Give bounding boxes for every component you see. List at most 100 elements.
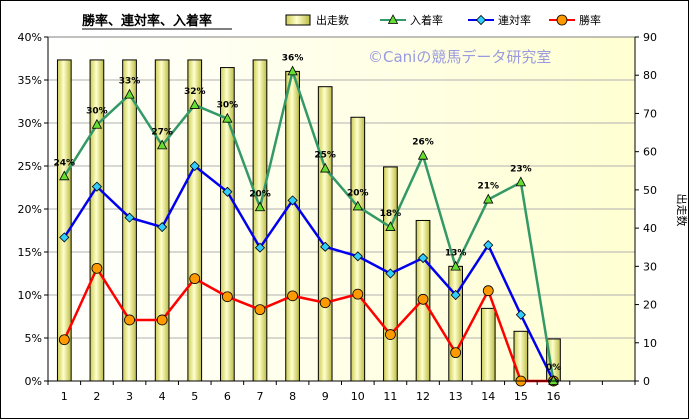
bar	[317, 86, 333, 382]
y2-tick-label: 0	[643, 375, 650, 388]
diamond-marker	[157, 221, 168, 233]
triangle-marker	[124, 88, 135, 99]
circle-marker	[58, 334, 70, 346]
y-tick-label: 10%	[18, 289, 42, 302]
series-line	[63, 164, 555, 382]
triangle-marker	[387, 14, 399, 24]
diamond-marker	[59, 232, 70, 243]
line-series	[58, 65, 559, 387]
circle-marker	[221, 291, 233, 303]
y2-tick-label: 70	[643, 107, 657, 120]
x-tick-label: 9	[322, 390, 329, 403]
y2-axis-label: 出走数	[675, 194, 689, 227]
data-label: 25%	[314, 151, 336, 161]
legend-item: 出走数	[285, 13, 349, 27]
legend-label: 出走数	[316, 13, 349, 27]
x-tick-label: 8	[289, 390, 296, 403]
diamond-marker	[189, 160, 200, 172]
diamond-marker	[385, 268, 396, 279]
bar	[285, 70, 300, 382]
x-tick-label: 10	[351, 390, 365, 403]
triangle-marker	[59, 170, 70, 181]
diamond-marker	[222, 186, 233, 197]
series-line	[63, 265, 554, 383]
x-tick-label: 1	[61, 390, 68, 403]
triangle-marker	[548, 375, 559, 385]
circle-marker	[352, 288, 364, 300]
data-label: 18%	[380, 209, 402, 219]
triangle-marker	[515, 176, 527, 187]
y-axis-right: 0 10 20 30 40 50 60 70 80 90	[634, 31, 657, 388]
y-axis-left: 0% 5% 10% 15% 20% 25% 30% 35% 40%	[18, 31, 49, 388]
x-tick-label: 15	[514, 390, 528, 403]
diamond-marker	[320, 241, 331, 252]
series-line	[63, 66, 555, 382]
diamond-marker	[483, 240, 494, 251]
circle-marker	[124, 314, 135, 326]
data-label: 21%	[477, 182, 499, 192]
x-tick-label: 14	[481, 390, 495, 403]
triangle-marker	[320, 162, 331, 173]
legend-swatch	[285, 14, 311, 26]
circle-marker	[482, 285, 494, 297]
legend-label: 連対率	[498, 13, 531, 27]
circle-marker	[91, 262, 103, 274]
circle-marker	[417, 293, 429, 305]
diamond-marker	[287, 195, 298, 206]
data-label: 0%	[546, 363, 561, 373]
triangle-marker	[385, 221, 396, 231]
circle-marker	[287, 290, 298, 302]
data-label: 27%	[151, 127, 173, 137]
legend-label: 入着率	[410, 13, 443, 27]
bar	[56, 59, 72, 382]
y2-tick-label: 80	[643, 69, 657, 82]
data-label: 20%	[249, 189, 271, 199]
data-label: 33%	[119, 77, 141, 87]
y2-tick-label: 90	[643, 31, 657, 44]
legend-item: 連対率	[468, 13, 531, 27]
y2-tick-label: 50	[643, 184, 657, 197]
triangle-marker	[287, 65, 298, 76]
x-tick-label: 6	[224, 390, 231, 403]
bar	[513, 330, 529, 382]
chart-title: 勝率、連対率、入着率	[82, 13, 212, 29]
y-tick-label: 20%	[18, 203, 42, 216]
diamond-marker	[91, 181, 102, 192]
diamond-marker	[254, 242, 266, 253]
triangle-marker	[189, 99, 200, 109]
diamond-marker	[352, 251, 363, 262]
x-tick-label: 7	[256, 390, 263, 403]
data-label: 24%	[54, 158, 76, 168]
circle-marker	[556, 14, 568, 26]
y-tick-label: 5%	[25, 332, 42, 345]
bar	[448, 265, 463, 382]
bar	[480, 307, 496, 382]
data-label: 30%	[86, 107, 108, 117]
legend-label: 勝率	[579, 13, 601, 27]
legend-item: 勝率	[549, 13, 601, 27]
circle-marker	[189, 273, 201, 285]
x-tick-label: 16	[546, 390, 560, 403]
triangle-marker	[254, 201, 266, 212]
diamond-marker	[124, 212, 135, 223]
x-axis: 1 2 3 4 5 6 7 8 9 10 11 12 13 14 15 16	[47, 380, 636, 403]
bar	[350, 116, 366, 382]
y2-tick-label: 20	[643, 299, 657, 312]
circle-marker	[385, 329, 396, 340]
data-label: 32%	[184, 87, 206, 97]
legend: 出走数 入着率 連対率 勝率	[285, 13, 601, 27]
data-labels: 24% 30% 33% 27% 32% 30% 20% 36% 25% 20% 18% 26% 13% 2…	[54, 53, 562, 373]
watermark: ©Caniの競馬データ研究室	[368, 48, 551, 66]
x-tick-label: 3	[126, 390, 133, 403]
y-tick-label: 0%	[25, 375, 42, 388]
legend-item: 入着率	[380, 13, 443, 27]
y-tick-label: 15%	[18, 246, 42, 259]
data-label: 30%	[217, 101, 239, 111]
x-tick-label: 11	[383, 390, 397, 403]
triangle-marker	[156, 139, 168, 150]
triangle-marker	[222, 112, 233, 123]
diamond-marker	[417, 252, 429, 264]
y-tick-label: 35%	[18, 74, 42, 87]
triangle-marker	[91, 118, 103, 129]
